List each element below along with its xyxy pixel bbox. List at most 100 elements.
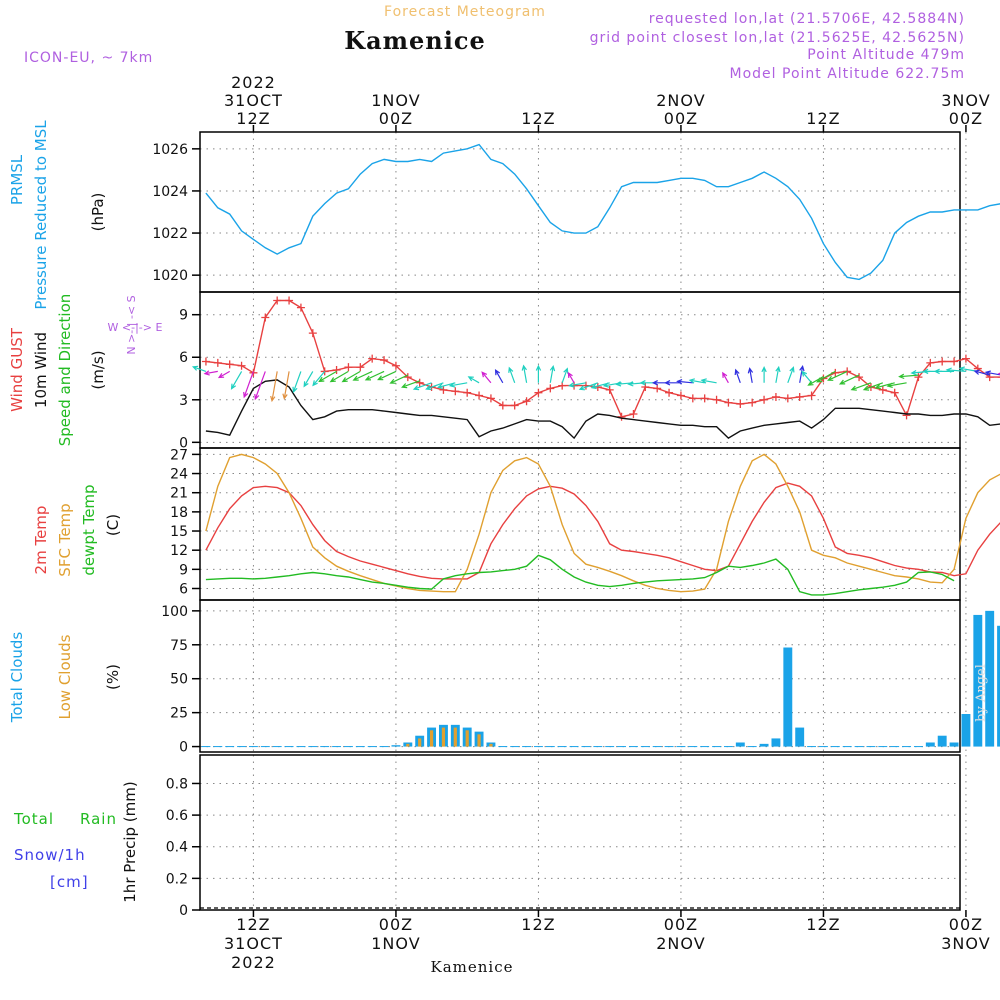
wind-ytick-label: 3 bbox=[179, 393, 188, 409]
clouds-bar bbox=[664, 746, 674, 748]
wind-arrow bbox=[688, 378, 705, 384]
wind-frame bbox=[199, 291, 961, 449]
gust-marker bbox=[961, 354, 970, 363]
wind-arrow bbox=[775, 365, 781, 383]
precip-label-snow: Snow/1h bbox=[14, 846, 86, 864]
wind-axis-label: Wind GUST bbox=[8, 327, 26, 412]
pressure-axis-label: Pressure Reduced to MSL bbox=[32, 120, 50, 310]
top-time-label: 12Z bbox=[236, 109, 270, 128]
bottom-time-label: 00Z bbox=[949, 915, 983, 934]
compass-north: N >- | -< S bbox=[125, 295, 138, 354]
clouds-bar bbox=[890, 746, 900, 748]
clouds-bar bbox=[783, 647, 793, 747]
clouds-bar bbox=[712, 746, 722, 748]
clouds-bar bbox=[569, 746, 579, 748]
clouds-bar bbox=[605, 746, 615, 748]
temperature-ytick-label: 18 bbox=[170, 505, 188, 521]
temperature-axis-label: dewpt Temp bbox=[80, 484, 98, 575]
gust-marker bbox=[855, 373, 864, 382]
wind-arrow bbox=[747, 367, 754, 383]
chart-subtitle: Forecast Meteogram bbox=[384, 4, 546, 20]
clouds-ytick-label: 100 bbox=[161, 604, 188, 620]
compass-rose: N >- | -< SW <-|-> E bbox=[108, 295, 163, 354]
wind-arrow bbox=[389, 374, 409, 384]
wind-arrow bbox=[494, 369, 504, 384]
wind-ytick-label: 0 bbox=[179, 435, 188, 451]
gust-marker bbox=[486, 394, 495, 403]
gust-marker bbox=[724, 398, 733, 407]
wind-arrow bbox=[568, 382, 587, 388]
compass-west-east: W <-|-> E bbox=[108, 321, 163, 334]
clouds-ytick-label: 25 bbox=[170, 706, 188, 722]
wind-arrow bbox=[799, 364, 805, 383]
wind-arrow bbox=[761, 366, 767, 383]
wind-arrow bbox=[561, 367, 569, 384]
pressure-series-prmsl bbox=[205, 143, 1000, 281]
wind-arrow bbox=[535, 364, 542, 383]
bottom-time-label: 31OCT bbox=[224, 934, 283, 953]
gust-marker bbox=[653, 384, 662, 393]
top-time-label: 3NOV bbox=[941, 91, 990, 110]
clouds-bar bbox=[355, 746, 365, 748]
clouds-panel: 0 25 50 75 100 Total Clouds Low Clouds (%) bbox=[8, 599, 1000, 756]
low-clouds-bar bbox=[441, 727, 446, 747]
wind-arrow bbox=[352, 370, 373, 381]
wind-ytick-label: 6 bbox=[179, 350, 188, 366]
gust-marker bbox=[356, 363, 365, 372]
clouds-bar bbox=[343, 746, 353, 748]
bottom-time-label: 12Z bbox=[806, 915, 840, 934]
low-clouds-bar bbox=[465, 730, 469, 747]
temperature-ytick-label: 6 bbox=[179, 582, 188, 598]
temperature-series-dewpt-temp bbox=[205, 554, 955, 596]
gust-marker bbox=[510, 401, 519, 410]
clouds-ytick-label: 50 bbox=[170, 672, 188, 688]
clouds-bar bbox=[854, 746, 864, 748]
bottom-time-label: 00Z bbox=[664, 915, 698, 934]
model-point-altitude: Model Point Altitude 622.75m bbox=[730, 66, 965, 82]
point-altitude: Point Altitude 479m bbox=[807, 47, 965, 63]
wind-arrow bbox=[973, 369, 990, 376]
clouds-ytick-label: 0 bbox=[179, 740, 188, 756]
clouds-bar bbox=[272, 746, 282, 748]
wind-arrow bbox=[191, 365, 207, 372]
precip-label-unit: [cm] bbox=[50, 873, 89, 891]
low-clouds-bar bbox=[418, 738, 422, 747]
clouds-axis-label: Low Clouds bbox=[56, 634, 74, 719]
gust-marker bbox=[795, 392, 804, 401]
wind-arrow bbox=[997, 372, 1000, 375]
clouds-bar bbox=[949, 742, 959, 747]
wind-arrow bbox=[318, 370, 337, 383]
clouds-bar bbox=[818, 746, 828, 748]
wind-arrow bbox=[508, 366, 516, 384]
wind-arrow bbox=[838, 374, 860, 385]
clouds-bar bbox=[973, 614, 983, 747]
clouds-bar bbox=[640, 746, 650, 748]
clouds-bar bbox=[878, 746, 888, 748]
top-time-label: 2022 bbox=[231, 73, 276, 92]
clouds-bar bbox=[652, 746, 662, 748]
bottom-time-label: 00Z bbox=[379, 915, 413, 934]
clouds-ytick-label: 75 bbox=[170, 638, 188, 654]
precip-ytick-label: 0.4 bbox=[166, 840, 188, 856]
wind-arrow bbox=[448, 382, 468, 388]
clouds-bar bbox=[961, 714, 971, 747]
clouds-bar bbox=[533, 746, 543, 748]
wind-arrow bbox=[412, 382, 432, 391]
top-time-label: 00Z bbox=[664, 109, 698, 128]
temperature-frame bbox=[199, 447, 961, 601]
gust-marker bbox=[451, 387, 460, 396]
gust-marker bbox=[890, 388, 899, 397]
gust-marker bbox=[296, 303, 305, 312]
gust-marker bbox=[617, 412, 626, 421]
gust-marker bbox=[308, 329, 317, 338]
clouds-bar bbox=[248, 746, 258, 748]
bottom-time-label: 12Z bbox=[236, 915, 270, 934]
credit-watermark: by Angel bbox=[974, 664, 989, 722]
clouds-bar bbox=[593, 746, 603, 748]
precip-frame bbox=[199, 754, 961, 911]
clouds-bar bbox=[296, 746, 306, 748]
low-clouds-bar bbox=[429, 730, 434, 747]
model-label: ICON-EU, ~ 7km bbox=[24, 50, 153, 66]
temperature-panel: 6 9 12 15 18 21 24 27 2m Temp SFC Temp dewpt Temp (… bbox=[32, 447, 1000, 601]
